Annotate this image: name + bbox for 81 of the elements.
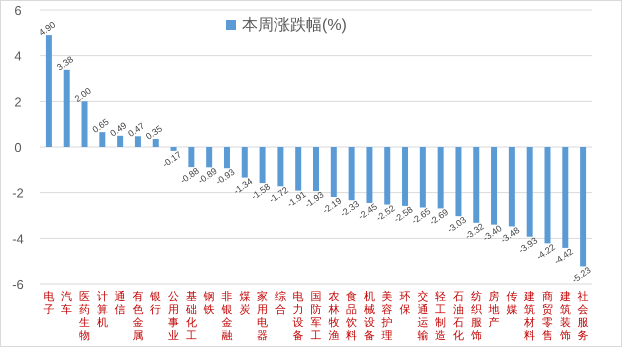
text: -5.23: [570, 264, 593, 285]
x-tick-label: 房地产: [488, 290, 500, 329]
y-tick-label: 0: [14, 140, 22, 155]
x-tick-label: 建筑装饰: [558, 290, 571, 342]
x-tick-label: 医药生物: [79, 291, 90, 342]
text: 3.38: [54, 54, 76, 72]
x-tick-label: 基础化工: [184, 290, 197, 342]
bar: [260, 147, 266, 184]
bar: [64, 70, 70, 147]
x-tick-label: 商贸零售: [542, 290, 553, 342]
bar: [206, 147, 212, 168]
x-tick-label: 环保: [400, 291, 411, 316]
x-tick-label: 机械设备: [364, 291, 375, 342]
x-tick-label: 美容护理: [380, 290, 393, 342]
bar: [152, 139, 159, 147]
bar: [313, 147, 319, 192]
x-tick-label: 钢铁: [202, 291, 215, 316]
bar: [384, 147, 390, 205]
y-tick-label: -4: [12, 231, 24, 246]
text: 0.49: [108, 120, 128, 138]
text: -1.34: [232, 176, 254, 196]
x-tick-label: 农林牧渔: [327, 291, 340, 342]
x-tick-label: 电子: [43, 290, 54, 316]
bar: [491, 147, 498, 225]
bar: [508, 147, 515, 226]
x-tick-label: 公用事业: [168, 291, 180, 342]
text: 0.65: [90, 116, 111, 135]
bar: [224, 147, 230, 168]
x-tick-label: 非银金融: [220, 290, 232, 342]
bar: [366, 147, 372, 203]
bar: [242, 147, 248, 178]
y-tick-label: -2: [12, 186, 24, 201]
bar: [420, 147, 426, 208]
x-tick-label: 建筑材料: [523, 290, 536, 342]
bar: [562, 147, 568, 248]
text: 2.00: [72, 86, 93, 104]
bar: [188, 147, 194, 168]
bar: [295, 147, 302, 191]
bar: [330, 147, 337, 198]
bar: [455, 147, 462, 216]
x-tick-label: 社会服务: [578, 290, 589, 342]
text: -3.03: [445, 214, 468, 235]
x-tick-label: 银行: [149, 291, 162, 316]
x-tick-label: 家用电器: [257, 290, 268, 342]
bar: [99, 132, 106, 147]
x-tick-label: 食品饮料: [345, 291, 358, 342]
y-tick-label: 4: [14, 48, 22, 64]
bar: [580, 147, 586, 266]
text: 0.35: [144, 123, 164, 142]
bar: [117, 136, 124, 147]
legend-label: 本周涨跌幅(%): [242, 16, 347, 34]
y-tick-label: 2: [14, 94, 22, 110]
x-tick-label: 国防军工: [310, 291, 322, 342]
text: -3.93: [516, 235, 540, 256]
bar: [526, 147, 533, 237]
bar: [544, 147, 550, 244]
x-tick-label: 煤炭: [239, 291, 250, 316]
bar: [438, 147, 444, 208]
x-tick-label: 汽车: [61, 291, 72, 316]
x-tick-label: 石油石化: [452, 291, 464, 342]
x-tick-label: 计算机: [96, 290, 108, 329]
y-tick-label: -6: [12, 277, 24, 292]
bar: [46, 35, 52, 147]
bar: [473, 147, 480, 223]
x-tick-label: 传媒: [506, 291, 518, 316]
x-tick-label: 交通运输: [417, 290, 428, 342]
bar: [277, 147, 284, 186]
x-tick-label: 纺织服饰: [470, 290, 482, 342]
x-tick-label: 轻工制造: [435, 291, 446, 342]
text: 0.47: [126, 120, 146, 139]
x-tick-label: 电力设备: [292, 290, 304, 342]
x-tick-label: 有色金属: [132, 291, 144, 342]
x-tick-label: 通信: [114, 290, 126, 316]
y-tick-label: 6: [14, 3, 22, 18]
text: 4.90: [37, 20, 58, 38]
bar: [170, 147, 177, 151]
bar: [402, 147, 408, 206]
x-tick-label: 综合: [274, 290, 286, 316]
bar: [134, 136, 141, 147]
bar: [348, 147, 355, 200]
bar: [82, 101, 88, 147]
